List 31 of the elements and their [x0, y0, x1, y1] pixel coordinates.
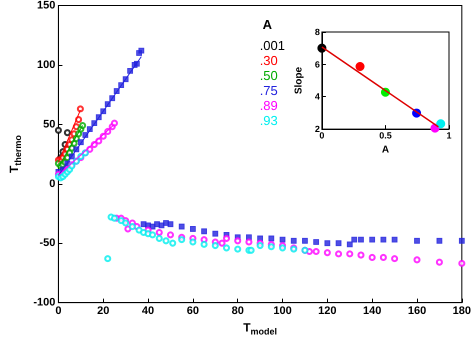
x-tick-label: 20	[97, 305, 110, 318]
x-tick-label: 40	[142, 305, 154, 318]
text: .93	[260, 113, 278, 128]
x-tick-label: 0.5	[379, 130, 392, 141]
y-tick-label: 6	[314, 59, 320, 70]
x-axis-title: A	[382, 144, 390, 156]
x-tick-label: 160	[408, 305, 426, 318]
y-tick-label: 8	[314, 27, 320, 37]
x-tick-label: 140	[363, 305, 382, 318]
y-tick-label: 4	[314, 92, 320, 102]
text: .75	[260, 83, 278, 98]
y-tick-label: -50	[40, 237, 56, 250]
y-axis-title: Tthermo	[7, 134, 23, 173]
x-tick-label: 180	[452, 305, 472, 318]
text: .001	[260, 38, 286, 53]
x-tick-label: 120	[318, 305, 337, 318]
text: .50	[260, 68, 278, 83]
y-tick-label: 100	[37, 58, 56, 71]
y-axis-title: Slope	[294, 66, 304, 94]
y-tick-label: 0	[49, 178, 56, 190]
y-tick-label: 150	[37, 0, 56, 12]
legend-title: A	[262, 17, 273, 32]
x-tick-label: 80	[232, 305, 244, 318]
x-tick-label: 100	[273, 305, 292, 318]
text: .30	[260, 53, 278, 68]
y-tick-label: 50	[43, 118, 56, 130]
y-tick-label: -100	[33, 296, 56, 309]
text: .89	[260, 98, 278, 113]
x-tick-label: 1	[446, 130, 452, 141]
y-tick-label: 2	[314, 124, 320, 134]
x-tick-label: 60	[186, 305, 200, 318]
